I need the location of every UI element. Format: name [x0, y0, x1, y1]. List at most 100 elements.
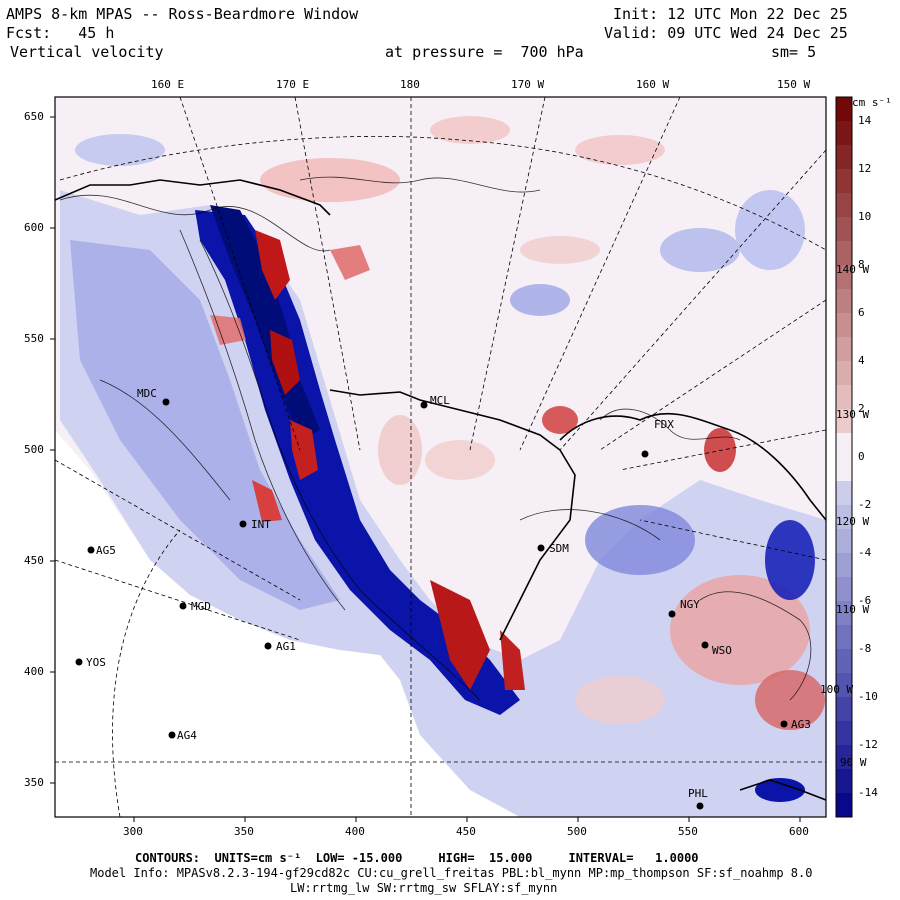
positive-patch	[670, 575, 810, 685]
colorbar-label: -12	[858, 738, 878, 751]
positive-patch	[575, 676, 665, 724]
positive-cell	[255, 230, 290, 300]
colorbar-swatch	[836, 409, 852, 434]
positive-cell	[330, 245, 370, 280]
positive-patch	[520, 236, 600, 264]
station-ag3: AG3	[791, 718, 811, 731]
positive-cell	[290, 420, 318, 480]
colorbar-swatch	[836, 433, 852, 458]
x-tick-label: 350	[234, 825, 254, 838]
positive-patch	[430, 116, 510, 144]
colorbar-label: 14	[858, 114, 872, 127]
map-title: AMPS 8-km MPAS -- Ross-Beardmore Window	[6, 5, 359, 23]
station-ag5: AG5	[96, 544, 116, 557]
colorbar-swatch	[836, 769, 852, 794]
colorbar-swatch	[836, 577, 852, 602]
colorbar-swatch	[836, 385, 852, 410]
colorbar-label: 12	[858, 162, 872, 175]
negative-patch	[755, 778, 805, 802]
colorbar-swatch	[836, 193, 852, 218]
colorbar-swatch	[836, 553, 852, 578]
colorbar	[835, 96, 853, 818]
colorbar-swatch	[836, 145, 852, 170]
station-phl: PHL	[688, 787, 708, 800]
colorbar-swatch	[836, 361, 852, 386]
y-tick-label: 650	[24, 110, 44, 123]
colorbar-label: -4	[858, 546, 872, 559]
station-ag1: AG1	[276, 640, 296, 653]
colorbar-frame	[835, 96, 853, 818]
init-time: Init: 12 UTC Mon 22 Dec 25	[613, 5, 848, 23]
colorbar-swatch	[836, 673, 852, 698]
positive-patch	[378, 415, 422, 485]
colorbar-swatch	[836, 457, 852, 482]
meridian-label-120w: 120 W	[836, 515, 870, 528]
colorbar-swatch	[836, 337, 852, 362]
lon-label-160w: 160 W	[636, 78, 670, 91]
colorbar-label: -14	[858, 786, 878, 799]
colorbar-swatch	[836, 529, 852, 554]
valid-time: Valid: 09 UTC Wed 24 Dec 25	[604, 24, 848, 42]
colorbar-label: 10	[858, 210, 872, 223]
lon-label-170e: 170 E	[276, 78, 310, 91]
colorbar-swatch	[836, 241, 852, 266]
lon-label-150w: 150 W	[777, 78, 811, 91]
y-tick-label: 450	[24, 554, 44, 567]
x-tick-label: 500	[567, 825, 587, 838]
negative-patch	[75, 134, 165, 166]
colorbar-swatch	[836, 721, 852, 746]
y-tick-label: 500	[24, 443, 44, 456]
positive-cell	[430, 580, 490, 690]
contour-lines	[59, 176, 812, 701]
negative-patch	[585, 505, 695, 575]
colorbar-swatch	[836, 793, 852, 818]
station-fdx: FDX	[654, 418, 674, 431]
station-mdc: MDC	[137, 387, 157, 400]
graticule	[55, 97, 826, 817]
colorbar-label: -6	[858, 594, 872, 607]
model-info-physics: LW:rrtmg_lw SW:rrtmg_sw SFLAY:sf_mynn	[290, 881, 558, 895]
colorbar-swatch	[836, 505, 852, 530]
positive-patch	[575, 135, 665, 165]
colorbar-label: -10	[858, 690, 878, 703]
lon-label-170w: 170 W	[511, 78, 545, 91]
colorbar-label: -2	[858, 498, 872, 511]
station-ag4: AG4	[177, 729, 197, 742]
smoothing-label: sm= 5	[771, 43, 817, 61]
forecast-hour: Fcst: 45 h	[6, 24, 115, 42]
x-tick-label: 400	[345, 825, 365, 838]
station-wso: WSO	[712, 644, 732, 657]
lon-label-160e: 160 E	[151, 78, 185, 91]
y-tick-label: 600	[24, 221, 44, 234]
station-mgd: MGD	[191, 600, 211, 613]
positive-cell	[210, 315, 246, 345]
pressure-level: at pressure = 700 hPa	[385, 43, 584, 61]
colorbar-swatch	[836, 697, 852, 722]
positive-cell	[270, 330, 300, 395]
positive-patch	[260, 158, 400, 202]
x-tick-label: 450	[456, 825, 476, 838]
axis-ticks	[50, 116, 801, 822]
x-tick-label: 550	[678, 825, 698, 838]
positive-patch	[542, 406, 578, 434]
colorbar-label: 4	[858, 354, 865, 367]
station-ngy: NGY	[680, 598, 700, 611]
negative-patch	[735, 190, 805, 270]
positive-patch	[704, 428, 736, 472]
meridian-label-100w: 100 W	[820, 683, 854, 696]
negative-patch	[510, 284, 570, 316]
y-tick-label: 350	[24, 776, 44, 789]
station-dots	[75, 398, 788, 810]
colorbar-swatch	[836, 313, 852, 338]
plot-frame	[54, 96, 827, 818]
colorbar-swatch	[836, 121, 852, 146]
field-name: Vertical velocity	[10, 43, 164, 61]
colorbar-swatch	[836, 745, 852, 770]
y-tick-label: 550	[24, 332, 44, 345]
positive-patch	[425, 440, 495, 480]
meridian-label-110w: 110 W	[836, 603, 870, 616]
colorbar-swatch	[836, 601, 852, 626]
colorbar-swatch	[836, 649, 852, 674]
colorbar-units: cm s⁻¹	[852, 96, 892, 109]
y-tick-label: 400	[24, 665, 44, 678]
